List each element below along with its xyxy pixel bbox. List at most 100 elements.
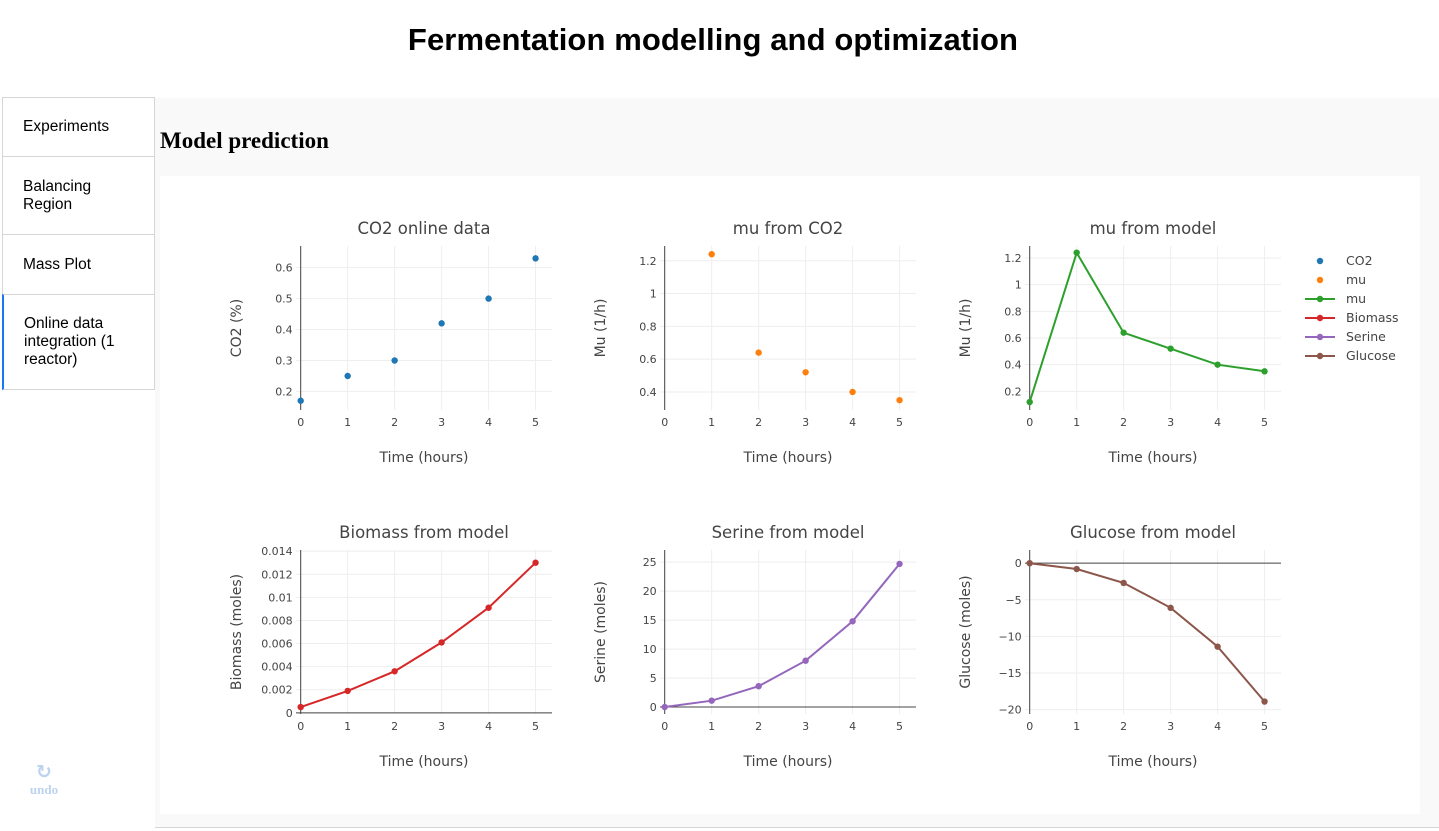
y-tick-label: 1 xyxy=(650,288,657,301)
subplot-title: Biomass from model xyxy=(339,523,509,542)
x-axis-title: Time (hours) xyxy=(1108,754,1198,770)
x-tick-label: 0 xyxy=(661,416,668,429)
x-tick-label: 1 xyxy=(344,416,351,429)
y-tick-label: 0.4 xyxy=(639,386,657,399)
y-tick-label: −20 xyxy=(998,704,1021,717)
y-axis-title: Mu (1/h) xyxy=(958,299,974,358)
sidebar-tabs: Experiments Balancing Region Mass Plot O… xyxy=(2,97,155,390)
data-point xyxy=(1167,345,1174,352)
data-point xyxy=(1120,329,1127,336)
data-point xyxy=(485,295,492,302)
subplot-title: CO2 online data xyxy=(358,219,491,238)
x-tick-label: 2 xyxy=(755,416,762,429)
series-line xyxy=(300,561,537,709)
legend-marker xyxy=(1316,276,1324,284)
y-axis-title: CO2 (%) xyxy=(229,299,245,357)
legend-marker xyxy=(1316,314,1324,322)
y-tick-label: 0.6 xyxy=(275,262,293,275)
legend-label: Serine xyxy=(1346,329,1386,344)
y-tick-label: 0.8 xyxy=(1004,305,1022,318)
data-point xyxy=(1073,565,1080,573)
x-tick-label: 5 xyxy=(532,720,539,733)
tab-experiments[interactable]: Experiments xyxy=(2,97,155,157)
app-title: Fermentation modelling and optimization xyxy=(407,22,1019,57)
subplot-title: Glucose from model xyxy=(1070,523,1236,542)
legend-label: Biomass xyxy=(1346,310,1399,325)
x-tick-label: 5 xyxy=(532,416,539,429)
data-point xyxy=(297,703,304,711)
data-point xyxy=(755,349,762,356)
subplot-4: 0 1 2 3 4 5 0 5 10 15 20 25 Serine from model Time (h… xyxy=(593,523,916,770)
y-tick-label: 0.002 xyxy=(261,684,293,697)
x-tick-label: 0 xyxy=(661,720,668,733)
data-point xyxy=(1261,368,1268,375)
x-tick-label: 4 xyxy=(485,416,492,429)
x-axis-title: Time (hours) xyxy=(743,754,833,770)
y-tick-label: 0.2 xyxy=(1004,385,1022,398)
y-tick-label: 25 xyxy=(643,556,657,569)
series-line xyxy=(1028,250,1265,403)
y-tick-label: 0.3 xyxy=(275,354,293,367)
data-point xyxy=(532,559,539,566)
subplot-5: 0 1 2 3 4 5 0 −5 −10 −15 −20 Glucose from model Time… xyxy=(958,523,1281,770)
x-tick-label: 3 xyxy=(802,720,809,733)
y-tick-label: 0.4 xyxy=(275,324,293,337)
y-tick-label: −10 xyxy=(998,630,1021,643)
y-tick-label: 0.6 xyxy=(639,353,657,366)
x-axis-title: Time (hours) xyxy=(743,450,833,466)
x-axis-title: Time (hours) xyxy=(379,450,469,466)
data-point xyxy=(1214,643,1221,650)
undo-icon: ↻ xyxy=(36,761,52,783)
y-tick-label: −5 xyxy=(1005,594,1021,607)
x-tick-label: 4 xyxy=(849,720,856,733)
undo-button[interactable]: ↻ undo xyxy=(27,762,61,798)
legend-marker xyxy=(1316,352,1324,360)
legend-marker xyxy=(1316,295,1324,303)
series-line xyxy=(664,563,901,708)
data-point xyxy=(1261,698,1268,705)
y-tick-label: 0.01 xyxy=(268,591,293,604)
legend: CO2 mu mu Biomass Serine Glucose xyxy=(1305,253,1399,363)
y-tick-label: 0.006 xyxy=(261,638,293,651)
x-tick-label: 1 xyxy=(708,416,715,429)
y-tick-label: 0 xyxy=(1015,557,1022,570)
tab-mass-plot[interactable]: Mass Plot xyxy=(2,234,155,295)
data-point xyxy=(849,618,856,625)
data-point xyxy=(485,604,492,611)
y-tick-label: 1 xyxy=(1015,279,1022,292)
y-tick-label: 0 xyxy=(286,707,293,720)
series-line xyxy=(1029,562,1266,703)
y-tick-label: 0.004 xyxy=(261,661,293,674)
subplot-title: mu from CO2 xyxy=(733,219,843,238)
data-point xyxy=(708,697,715,704)
y-axis-title: Biomass (moles) xyxy=(229,574,245,690)
plot-card: 0 1 2 3 4 5 0.2 0.3 0.4 0.5 0.6 CO2 online data Time… xyxy=(160,176,1420,814)
y-axis-title: Mu (1/h) xyxy=(593,299,609,358)
x-tick-label: 2 xyxy=(391,416,398,429)
tab-online-data-integration[interactable]: Online data integration (1 reactor) xyxy=(2,294,155,390)
y-tick-label: 0 xyxy=(650,701,657,714)
y-tick-label: 0.008 xyxy=(261,614,293,627)
data-point xyxy=(1026,398,1033,406)
x-axis-title: Time (hours) xyxy=(1108,450,1198,466)
data-point xyxy=(1026,559,1033,567)
data-point xyxy=(1120,579,1127,587)
tab-balancing-region[interactable]: Balancing Region xyxy=(2,156,155,235)
subplot-2: 0 1 2 3 4 5 0.2 0.4 0.6 0.8 1 1.2 mu from model Time … xyxy=(958,219,1281,466)
y-tick-label: 0.014 xyxy=(261,545,293,558)
x-tick-label: 2 xyxy=(755,720,762,733)
x-tick-label: 4 xyxy=(485,720,492,733)
x-tick-label: 4 xyxy=(1214,720,1221,733)
x-tick-label: 3 xyxy=(802,416,809,429)
x-tick-label: 5 xyxy=(1261,416,1268,429)
y-tick-label: 5 xyxy=(650,672,657,685)
x-tick-label: 2 xyxy=(1120,720,1127,733)
data-point xyxy=(849,388,856,396)
data-point xyxy=(1167,604,1174,612)
data-point xyxy=(802,369,809,376)
y-axis-title: Glucose (moles) xyxy=(958,575,974,688)
data-point xyxy=(661,703,668,711)
x-tick-label: 3 xyxy=(438,416,445,429)
subplots-figure[interactable]: 0 1 2 3 4 5 0.2 0.3 0.4 0.5 0.6 CO2 online data Time… xyxy=(160,176,1420,814)
data-point xyxy=(438,639,445,646)
